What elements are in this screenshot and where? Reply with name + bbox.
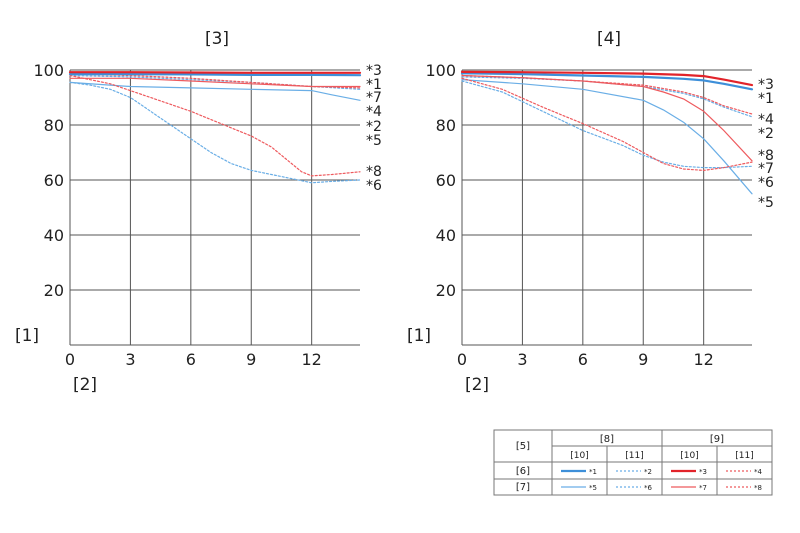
chart-title: [3] bbox=[205, 29, 229, 49]
chart-1: 20 40 60 80 100 0 3 6 9 12 [3] [1] [2] *3*1*7*4*2*5 *8… bbox=[15, 29, 382, 395]
legend-entry-label: *1 bbox=[589, 468, 597, 476]
legend-row-label: [7] bbox=[516, 482, 530, 493]
series-line-s6 bbox=[461, 80, 753, 169]
legend-group-header: [9] bbox=[710, 434, 724, 445]
legend-table: [5] [8] [9] [10] [11] [10] [11] [6] *1 *2 *3 *4 [7] *… bbox=[493, 429, 773, 496]
series-end-label: *1 bbox=[758, 91, 774, 107]
series-line-s5 bbox=[69, 81, 361, 101]
series-end-label: *5 bbox=[758, 195, 774, 211]
series-line-s8 bbox=[461, 77, 753, 171]
y-tick-label: 100 bbox=[425, 61, 456, 80]
x-tick-label: 12 bbox=[301, 350, 321, 369]
y-tick-label: 40 bbox=[44, 226, 64, 245]
series-end-label: *1 bbox=[366, 77, 382, 93]
series-end-label: *7 bbox=[758, 161, 774, 177]
legend-entry-label: *2 bbox=[644, 468, 652, 476]
y-axis-label: [1] bbox=[407, 326, 431, 346]
series-line-s8 bbox=[69, 74, 361, 177]
y-tick-label: 60 bbox=[436, 171, 456, 190]
x-tick-label: 3 bbox=[517, 350, 527, 369]
series-end-label: *8 bbox=[758, 148, 774, 164]
series-line-s5 bbox=[461, 78, 753, 195]
legend-entry-label: *8 bbox=[754, 484, 762, 492]
x-tick-label: 12 bbox=[693, 350, 713, 369]
series-line-s1 bbox=[460, 72, 754, 91]
x-tick-label: 0 bbox=[457, 350, 467, 369]
y-tick-label: 20 bbox=[44, 281, 64, 300]
series-end-label: *4 bbox=[758, 112, 774, 128]
legend-row-label: [6] bbox=[516, 466, 530, 477]
series-end-label: *6 bbox=[366, 178, 382, 194]
series-line-s7 bbox=[461, 74, 753, 162]
series-line-s7 bbox=[69, 77, 361, 88]
legend-entry-label: *4 bbox=[754, 468, 763, 476]
x-tick-label: 9 bbox=[246, 350, 256, 369]
legend-corner-label: [5] bbox=[516, 441, 530, 452]
series-end-label: *2 bbox=[366, 119, 382, 135]
legend-entry-label: *7 bbox=[699, 484, 707, 492]
series-line-s6 bbox=[69, 81, 361, 184]
series-line-s3 bbox=[460, 70, 754, 87]
legend-group-header: [8] bbox=[600, 434, 614, 445]
chart-2: 20 40 60 80 100 0 3 6 9 12 [4] [1] [2] *3*1 *4*2 *8*7*6… bbox=[407, 29, 774, 395]
x-tick-label: 3 bbox=[125, 350, 135, 369]
legend-sub-header: [11] bbox=[625, 451, 643, 461]
legend-sub-header: [10] bbox=[570, 451, 588, 461]
y-tick-label: 20 bbox=[436, 281, 456, 300]
legend-sub-header: [10] bbox=[680, 451, 698, 461]
legend-entry-label: *5 bbox=[589, 484, 597, 492]
series-end-label: *3 bbox=[366, 63, 382, 79]
x-tick-label: 9 bbox=[638, 350, 648, 369]
y-tick-label: 80 bbox=[436, 116, 456, 135]
y-tick-label: 100 bbox=[33, 61, 64, 80]
y-tick-label: 40 bbox=[436, 226, 456, 245]
x-axis-label: [2] bbox=[73, 375, 97, 395]
legend-entry-label: *6 bbox=[644, 484, 653, 492]
series-end-label: *3 bbox=[758, 77, 774, 93]
series-end-label: *8 bbox=[366, 164, 382, 180]
series-end-label: *4 bbox=[366, 104, 382, 120]
x-tick-label: 0 bbox=[65, 350, 75, 369]
series-end-label: *7 bbox=[366, 90, 382, 106]
series-line-s3 bbox=[68, 71, 362, 74]
y-axis-label: [1] bbox=[15, 326, 39, 346]
legend-sub-header: [11] bbox=[735, 451, 753, 461]
series-line-s1 bbox=[68, 72, 362, 77]
y-tick-label: 80 bbox=[44, 116, 64, 135]
x-tick-label: 6 bbox=[578, 350, 588, 369]
x-axis-label: [2] bbox=[465, 375, 489, 395]
series-end-label: *6 bbox=[758, 175, 774, 191]
series-end-label: *5 bbox=[366, 133, 382, 149]
chart-title: [4] bbox=[597, 29, 621, 49]
series-end-label: *2 bbox=[758, 126, 774, 142]
y-tick-label: 60 bbox=[44, 171, 64, 190]
x-tick-label: 6 bbox=[186, 350, 196, 369]
legend-entry-label: *3 bbox=[699, 468, 707, 476]
